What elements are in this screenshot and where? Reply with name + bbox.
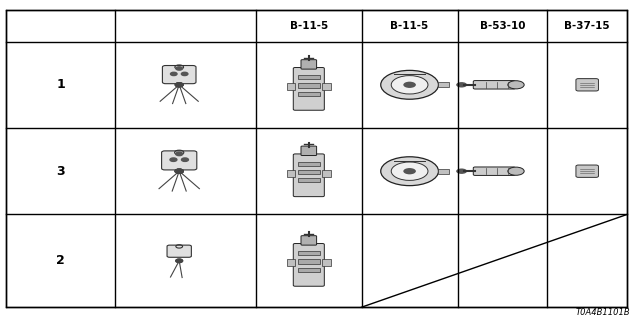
Circle shape: [381, 70, 438, 99]
Bar: [298, 251, 319, 255]
FancyBboxPatch shape: [163, 66, 196, 84]
Bar: [323, 84, 331, 90]
Text: 2: 2: [56, 254, 65, 267]
FancyBboxPatch shape: [576, 79, 598, 91]
Bar: [298, 178, 319, 182]
FancyBboxPatch shape: [301, 236, 317, 245]
Circle shape: [175, 169, 183, 173]
FancyBboxPatch shape: [293, 244, 324, 286]
Bar: [438, 82, 449, 87]
Circle shape: [175, 169, 183, 173]
FancyBboxPatch shape: [293, 154, 324, 196]
Circle shape: [175, 83, 183, 87]
FancyBboxPatch shape: [474, 81, 515, 89]
Text: B-37-15: B-37-15: [564, 20, 610, 31]
Circle shape: [175, 83, 183, 87]
Circle shape: [176, 259, 182, 262]
Circle shape: [181, 72, 188, 76]
Bar: [298, 268, 319, 272]
Bar: [298, 170, 319, 174]
Circle shape: [170, 72, 177, 76]
Text: 1: 1: [56, 78, 65, 91]
Bar: [298, 75, 319, 79]
Text: 3: 3: [56, 165, 65, 178]
Text: T0A4B1101B: T0A4B1101B: [576, 308, 630, 317]
Circle shape: [381, 157, 438, 186]
Bar: [287, 84, 295, 90]
Text: B-53-10: B-53-10: [479, 20, 525, 31]
Circle shape: [175, 83, 183, 87]
FancyBboxPatch shape: [576, 165, 598, 177]
Circle shape: [403, 168, 416, 174]
Bar: [298, 84, 319, 88]
Bar: [287, 170, 295, 177]
Bar: [298, 92, 319, 96]
FancyBboxPatch shape: [167, 245, 191, 257]
FancyBboxPatch shape: [301, 146, 317, 156]
FancyBboxPatch shape: [301, 60, 317, 69]
Bar: [298, 162, 319, 166]
FancyBboxPatch shape: [161, 151, 197, 170]
Text: B-11-5: B-11-5: [290, 20, 328, 31]
Circle shape: [508, 81, 524, 89]
Circle shape: [456, 82, 467, 88]
Circle shape: [175, 169, 183, 173]
Circle shape: [456, 169, 467, 174]
Circle shape: [175, 83, 183, 87]
Bar: [323, 170, 331, 177]
Bar: [438, 169, 449, 174]
Circle shape: [508, 167, 524, 175]
Circle shape: [175, 169, 183, 173]
FancyBboxPatch shape: [293, 68, 324, 110]
FancyBboxPatch shape: [474, 167, 515, 175]
Circle shape: [176, 152, 182, 156]
Bar: [287, 260, 295, 266]
Circle shape: [182, 158, 188, 161]
Circle shape: [403, 82, 416, 88]
Text: B-11-5: B-11-5: [390, 20, 429, 31]
Circle shape: [391, 162, 428, 180]
Circle shape: [391, 76, 428, 94]
Circle shape: [176, 67, 182, 70]
Circle shape: [176, 259, 182, 262]
Bar: [323, 260, 331, 266]
Circle shape: [170, 158, 177, 161]
Bar: [298, 260, 319, 264]
